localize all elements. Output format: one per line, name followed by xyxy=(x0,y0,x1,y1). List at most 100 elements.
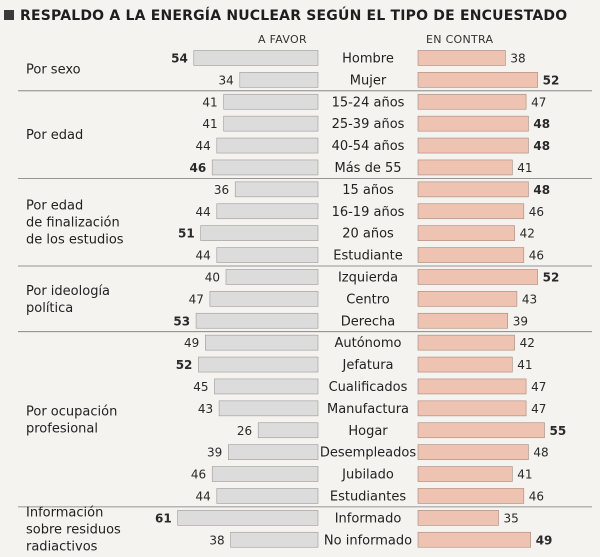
chart-title-text: RESPALDO A LA ENERGÍA NUCLEAR SEGÚN EL T… xyxy=(20,8,568,24)
value-label-contra: 49 xyxy=(536,533,553,547)
value-label-favor: 54 xyxy=(171,51,188,65)
value-label-favor: 40 xyxy=(205,270,220,284)
bar-contra xyxy=(417,444,529,460)
bar-favor xyxy=(195,312,319,329)
value-label-contra: 41 xyxy=(517,358,532,372)
bar-favor xyxy=(218,400,319,417)
value-label-favor: 45 xyxy=(193,380,208,394)
category-label: Izquierda xyxy=(338,270,398,285)
value-label-favor: 34 xyxy=(219,73,234,87)
category-label: 15 años xyxy=(342,183,394,198)
category-label: Jefatura xyxy=(341,358,393,373)
bar-contra xyxy=(417,203,525,220)
category-label: Hombre xyxy=(342,51,394,66)
bar-contra xyxy=(417,93,527,110)
value-label-favor: 44 xyxy=(196,205,211,219)
value-label-favor: 46 xyxy=(191,468,206,482)
group-label: Información sobre residuos radiactivos xyxy=(26,505,121,554)
group-label: Por ocupación profesional xyxy=(26,404,117,436)
value-label-favor: 43 xyxy=(198,402,213,416)
bar-contra xyxy=(417,488,525,504)
bar-contra xyxy=(417,50,506,66)
bar-contra xyxy=(417,247,525,263)
value-label-contra: 55 xyxy=(550,424,567,438)
value-label-favor: 61 xyxy=(155,511,172,525)
category-label: 16-19 años xyxy=(332,205,405,220)
bar-favor xyxy=(214,378,319,395)
category-label: Centro xyxy=(346,292,389,307)
bar-favor xyxy=(177,510,319,526)
category-label: Estudiante xyxy=(333,249,403,264)
bar-favor xyxy=(193,50,319,66)
value-label-contra: 48 xyxy=(533,183,550,197)
value-label-contra: 46 xyxy=(529,205,544,219)
value-label-contra: 52 xyxy=(543,270,560,284)
value-label-favor: 47 xyxy=(189,292,204,306)
value-label-contra: 48 xyxy=(533,117,550,131)
value-label-contra: 47 xyxy=(531,380,546,394)
bar-favor xyxy=(223,115,319,132)
value-label-contra: 52 xyxy=(543,73,560,87)
bar-favor xyxy=(239,72,319,88)
value-label-contra: 43 xyxy=(522,292,537,306)
bar-favor xyxy=(198,356,319,373)
bar-favor xyxy=(223,93,319,110)
bar-favor xyxy=(225,269,319,285)
bar-favor xyxy=(211,159,319,176)
value-label-contra: 41 xyxy=(517,161,532,175)
bar-favor xyxy=(228,444,319,460)
category-label: Estudiantes xyxy=(330,489,406,504)
group-label: Por edad xyxy=(26,128,83,143)
category-label: Manufactura xyxy=(327,402,409,417)
bar-contra xyxy=(417,159,513,176)
bar-favor xyxy=(216,488,319,504)
group-label: Por edad de finalización de los estudios xyxy=(26,199,124,248)
value-label-favor: 41 xyxy=(202,95,217,109)
bar-favor xyxy=(216,247,319,263)
value-label-favor: 39 xyxy=(207,446,222,460)
chart-title: RESPALDO A LA ENERGÍA NUCLEAR SEGÚN EL T… xyxy=(4,8,567,24)
bar-contra xyxy=(417,269,538,285)
bar-contra xyxy=(417,466,513,482)
group-label: Por ideología política xyxy=(26,284,110,316)
value-label-contra: 42 xyxy=(520,227,535,241)
value-label-favor: 52 xyxy=(176,358,193,372)
value-label-contra: 42 xyxy=(520,336,535,350)
category-label: Mujer xyxy=(350,73,387,88)
bar-contra xyxy=(417,137,529,154)
title-square-icon xyxy=(4,10,14,20)
bar-favor xyxy=(230,531,319,548)
value-label-contra: 35 xyxy=(504,511,519,525)
bar-contra xyxy=(417,312,508,329)
value-label-favor: 26 xyxy=(237,424,252,438)
category-label: 20 años xyxy=(342,227,394,242)
category-label: 40-54 años xyxy=(332,139,405,154)
value-label-favor: 46 xyxy=(189,161,206,175)
header-en-contra: EN CONTRA xyxy=(426,33,494,46)
category-label: 15-24 años xyxy=(332,95,405,110)
bar-contra xyxy=(417,356,513,373)
bar-favor xyxy=(234,181,319,198)
value-label-favor: 44 xyxy=(196,489,211,503)
value-label-contra: 48 xyxy=(533,446,548,460)
category-label: Informado xyxy=(335,511,402,526)
bar-favor xyxy=(205,334,319,351)
value-label-favor: 38 xyxy=(209,533,224,547)
value-label-contra: 46 xyxy=(529,489,544,503)
bar-contra xyxy=(417,225,515,241)
category-label: Hogar xyxy=(348,424,388,439)
value-label-favor: 41 xyxy=(202,117,217,131)
value-label-contra: 46 xyxy=(529,249,544,263)
category-label: Cualificados xyxy=(329,380,408,395)
bar-contra xyxy=(417,400,527,417)
value-label-favor: 44 xyxy=(196,249,211,263)
bar-favor xyxy=(257,422,319,439)
category-label: 25-39 años xyxy=(332,117,405,132)
category-label: Autónomo xyxy=(335,336,402,351)
value-label-contra: 39 xyxy=(513,314,528,328)
bar-favor xyxy=(200,225,319,241)
category-label: Más de 55 xyxy=(334,161,401,176)
value-label-contra: 48 xyxy=(533,139,550,153)
bar-favor xyxy=(211,466,319,482)
